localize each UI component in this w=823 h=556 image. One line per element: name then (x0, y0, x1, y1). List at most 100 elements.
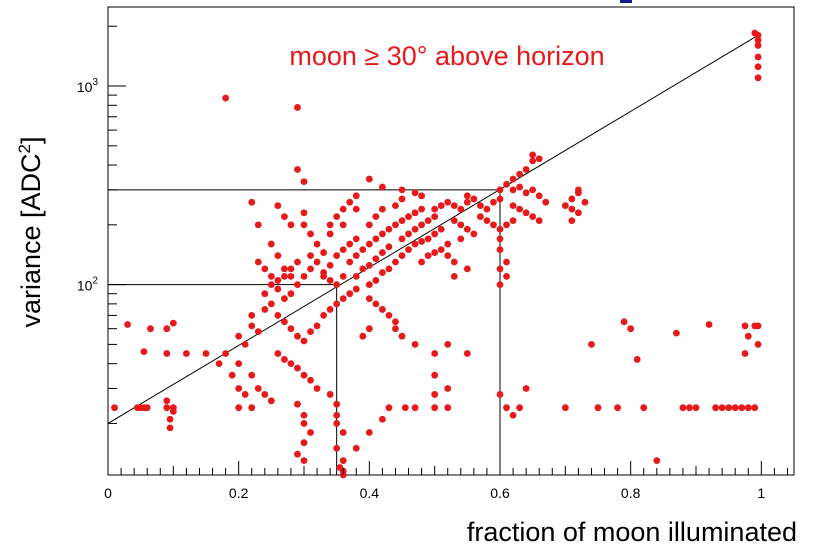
x-tick-label: 0 (104, 485, 112, 501)
data-point (379, 415, 386, 423)
data-point (320, 311, 327, 319)
data-point (741, 322, 749, 330)
data-point (575, 186, 582, 194)
data-point (294, 104, 301, 111)
data-point (535, 217, 543, 225)
data-point (431, 371, 439, 379)
data-point (287, 221, 295, 229)
data-point (679, 404, 687, 412)
data-point (307, 376, 314, 384)
data-point (588, 341, 595, 348)
data-point (450, 202, 458, 209)
data-point (300, 371, 308, 379)
data-point (411, 209, 419, 217)
data-point (450, 217, 458, 225)
data-point (529, 157, 537, 165)
data-point (754, 74, 762, 82)
data-point (411, 240, 419, 248)
data-point (568, 195, 576, 203)
data-point (744, 404, 752, 412)
y-axis-title: variance [ADC2] (15, 136, 46, 327)
data-point (379, 205, 386, 213)
data-point (477, 202, 484, 209)
data-point (561, 202, 569, 209)
data-point (496, 281, 504, 289)
data-point (754, 341, 762, 348)
data-point (705, 321, 713, 328)
data-point (392, 258, 399, 266)
data-point (313, 258, 321, 266)
data-point (725, 404, 733, 412)
data-point (359, 265, 367, 273)
data-point (496, 246, 504, 254)
data-point (274, 277, 282, 284)
data-point (751, 29, 759, 37)
data-point (401, 404, 409, 412)
data-point (163, 404, 171, 412)
data-point (326, 391, 334, 398)
data-point (418, 221, 425, 229)
data-point (294, 364, 301, 372)
data-point (463, 192, 471, 200)
data-point (392, 325, 399, 333)
data-point (457, 205, 465, 213)
data-point (241, 341, 249, 348)
data-point (287, 265, 295, 273)
data-point (222, 94, 230, 102)
data-point (496, 391, 504, 398)
data-point (281, 295, 288, 303)
data-point (418, 192, 425, 200)
data-point (614, 404, 621, 412)
data-point (509, 217, 517, 225)
data-point (418, 205, 425, 213)
data-point (561, 404, 569, 412)
data-point (516, 404, 523, 412)
data-point (248, 198, 256, 206)
data-point (339, 429, 347, 436)
data-point (267, 300, 275, 308)
data-point (281, 213, 288, 221)
data-point (385, 311, 393, 319)
data-point (372, 255, 380, 263)
data-point (147, 325, 154, 333)
data-point (307, 265, 314, 273)
annotation-text: moon ≥ 30° above horizon (289, 41, 604, 71)
data-point (346, 290, 354, 298)
data-point (503, 221, 510, 229)
data-point (352, 252, 360, 260)
data-point (431, 213, 439, 221)
data-point (718, 404, 726, 412)
data-point (653, 457, 661, 464)
data-point (529, 213, 537, 221)
y-tick-label: 102 (77, 276, 99, 294)
data-point (326, 306, 334, 313)
data-point (313, 240, 321, 248)
data-point (352, 444, 360, 452)
data-point (339, 295, 347, 303)
data-point (581, 198, 589, 206)
data-point (365, 429, 373, 436)
data-point (385, 243, 393, 251)
data-point (754, 63, 762, 71)
data-point (372, 277, 380, 284)
data-point (143, 404, 151, 412)
data-point (431, 391, 439, 398)
y-axis-title-main: variance [ADC (16, 153, 46, 327)
data-point (503, 404, 510, 412)
data-point (483, 205, 491, 213)
data-point (741, 350, 749, 357)
data-point (392, 202, 399, 209)
data-point (516, 205, 523, 213)
data-point (431, 205, 439, 213)
data-point (535, 192, 543, 200)
data-point (503, 180, 510, 188)
data-point (405, 230, 412, 238)
data-point (352, 192, 360, 200)
data-point (267, 240, 275, 248)
data-point (346, 240, 354, 248)
data-point (300, 420, 308, 427)
data-point (339, 246, 347, 254)
data-point (294, 332, 301, 340)
data-point (418, 238, 425, 245)
data-point (248, 371, 256, 379)
